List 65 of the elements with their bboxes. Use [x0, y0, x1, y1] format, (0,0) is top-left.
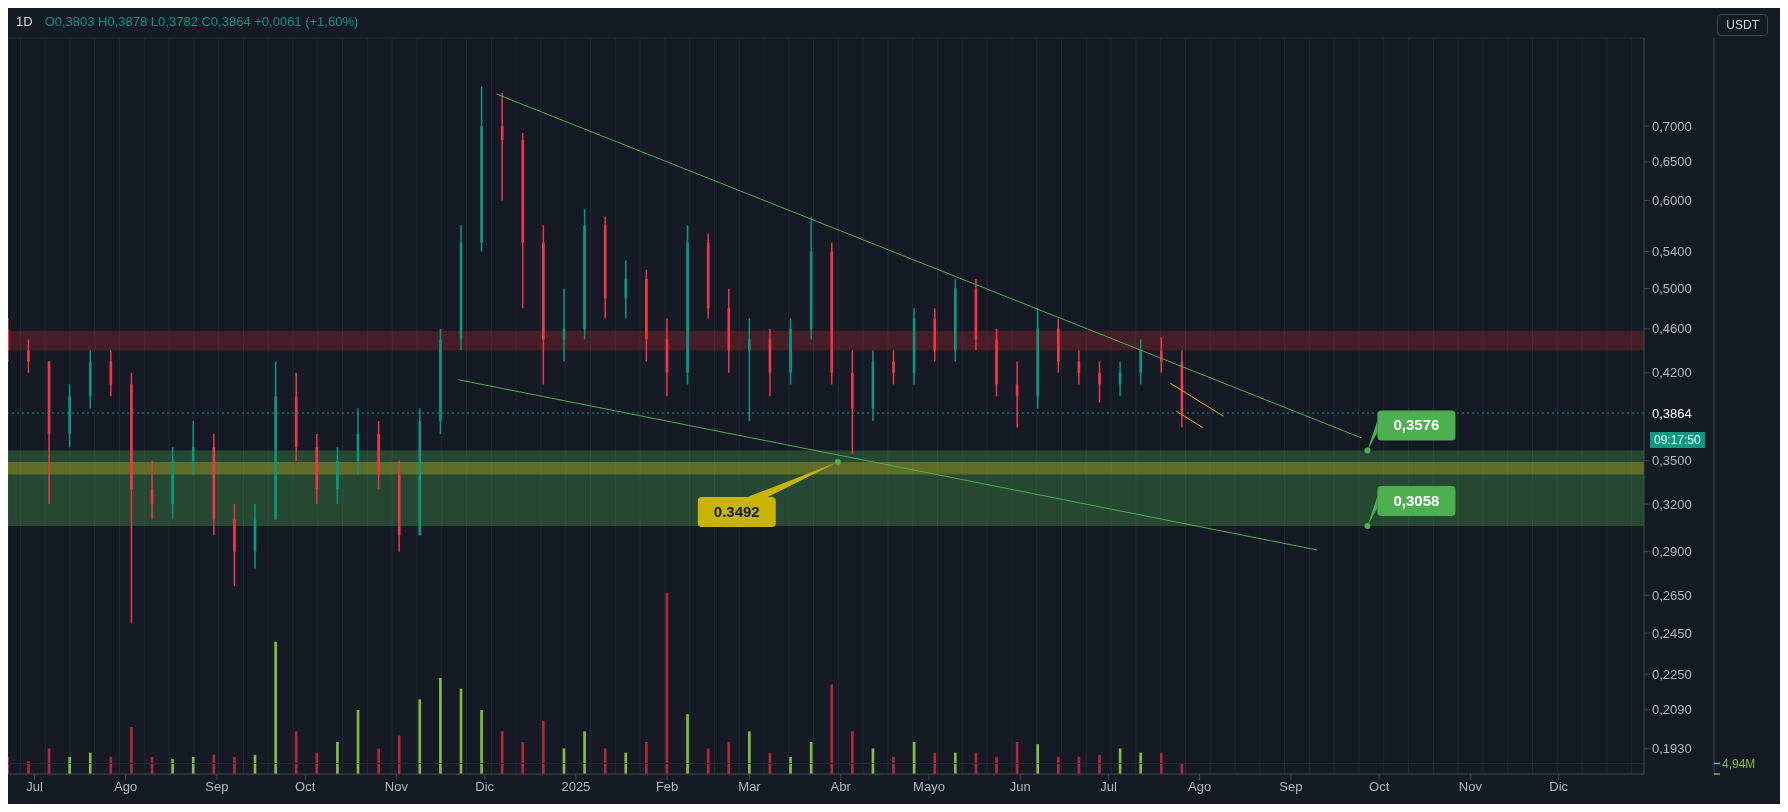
x-tick-label: Oct	[295, 779, 316, 795]
y-tick-label: 0,3200	[1652, 496, 1692, 512]
y-tick-label: 0,1930	[1652, 740, 1692, 756]
x-tick-label: 2025	[561, 779, 591, 795]
candlestick	[480, 85, 483, 253]
candlestick	[1139, 338, 1143, 386]
y-tick-label: 0,6500	[1652, 154, 1692, 170]
annotation: 0,3576	[1393, 416, 1440, 434]
y-tick-label: 0,5000	[1652, 281, 1692, 297]
x-tick-label: Jul	[1100, 779, 1117, 795]
y-tick-label: 0,6000	[1652, 193, 1692, 209]
y2-tick-label: 4,94M	[1722, 756, 1756, 771]
x-tick-label: Feb	[655, 779, 679, 795]
candlestick	[954, 278, 957, 363]
candlestick	[851, 349, 854, 455]
text: 09:17:50	[1650, 432, 1705, 448]
x-tick-label: Dic	[475, 779, 495, 795]
x-tick-label: Nov	[384, 779, 409, 795]
candlestick	[1056, 317, 1060, 374]
candlestick	[27, 338, 30, 374]
candlestick	[1159, 336, 1163, 374]
candlestick	[686, 224, 689, 386]
annotation: 0.3492	[713, 502, 760, 520]
x-tick-label: Sep	[205, 779, 229, 795]
candlestick	[130, 372, 133, 625]
ref-line-label: 0,3864	[1652, 405, 1692, 421]
candlestick	[500, 91, 504, 202]
y-tick-label: 0,4200	[1652, 365, 1692, 381]
y-tick-label: 0,4600	[1652, 321, 1692, 337]
x-tick-label: Jun	[1009, 779, 1031, 795]
x-tick-label: Abr	[830, 779, 852, 795]
y-tick-label: 0,7000	[1652, 118, 1692, 134]
candlestick	[583, 207, 586, 341]
candlestick	[995, 328, 998, 398]
x-tick-label: Oct	[1369, 779, 1390, 795]
candlestick	[191, 420, 195, 476]
annotation: 0,3058	[1393, 492, 1440, 510]
y-tick-label: 0,2090	[1652, 702, 1692, 718]
x-tick-label: Sep	[1279, 779, 1303, 795]
y-tick-label: 0,2250	[1652, 666, 1692, 682]
x-tick-label: Jul	[26, 779, 43, 795]
chart-title: 1D	[16, 14, 33, 29]
candlestick	[336, 446, 339, 505]
candlestick	[789, 317, 792, 386]
text: USDT	[1717, 14, 1768, 36]
x-tick-label: Dic	[1549, 779, 1569, 795]
y-tick-label: 0,3500	[1652, 453, 1692, 469]
candlestick	[1098, 360, 1101, 404]
candlestick	[645, 268, 648, 363]
candlestick	[171, 446, 174, 521]
candlestick	[233, 503, 236, 587]
x-tick-label: Mar	[738, 779, 762, 795]
x-tick-label: Ago	[1188, 779, 1212, 795]
candlestick	[377, 420, 380, 490]
x-tick-label: Nov	[1458, 779, 1483, 795]
y-tick-label: 0,2450	[1652, 625, 1692, 641]
y-tick-label: 0,2650	[1652, 587, 1692, 603]
x-tick-label: Ago	[114, 779, 138, 795]
chart-subtitle: O0,3803 H0,3878 L0,3782 C0,3864 +0,0061 (+1,60%)	[44, 14, 359, 29]
y-tick-label: 0,5400	[1652, 244, 1692, 260]
candlestick	[542, 224, 545, 386]
y-tick-label: 0,2900	[1652, 544, 1692, 560]
x-tick-label: Mayo	[913, 779, 945, 795]
candlestick	[624, 259, 628, 320]
candlestick	[892, 349, 895, 386]
